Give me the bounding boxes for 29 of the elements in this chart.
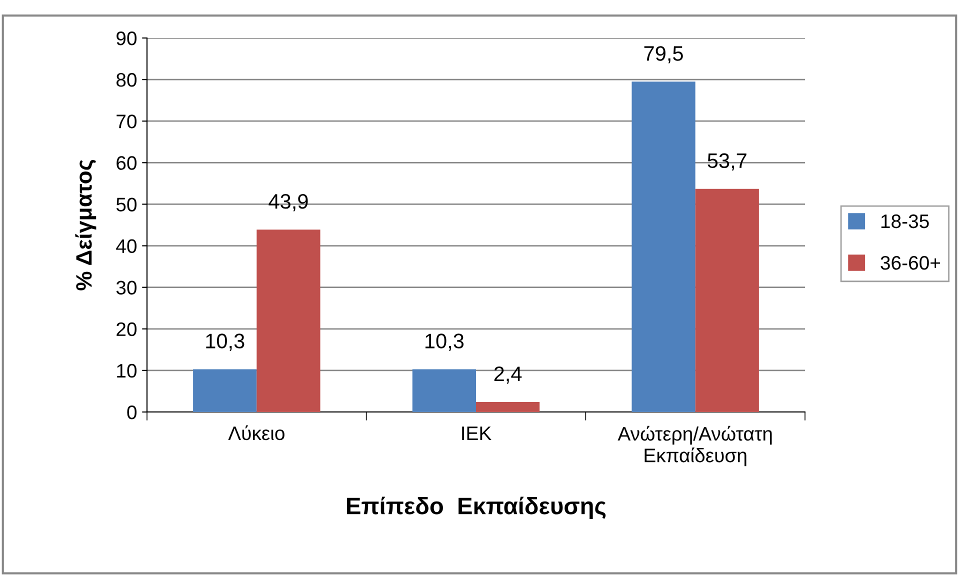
data-label: 2,4 bbox=[494, 366, 522, 384]
legend-label: 18-35 bbox=[881, 214, 929, 228]
x-axis-title: Επίπεδο Εκπαίδευσης bbox=[347, 496, 606, 519]
y-tick-label: 70 bbox=[116, 114, 137, 128]
bar bbox=[695, 188, 759, 412]
bar bbox=[412, 369, 476, 412]
data-label: 53,7 bbox=[708, 153, 746, 171]
data-label: 10,3 bbox=[426, 334, 464, 351]
y-tick-label: 10 bbox=[117, 364, 137, 378]
x-tick-label: Λύκειο bbox=[228, 425, 284, 440]
bar bbox=[476, 402, 540, 412]
data-label: 10,3 bbox=[206, 334, 244, 351]
y-tick-label: 0 bbox=[127, 405, 137, 420]
bar bbox=[193, 369, 257, 412]
y-tick-label: 20 bbox=[116, 322, 137, 336]
x-tick-label: ΙΕΚ bbox=[462, 426, 492, 440]
bar bbox=[256, 230, 320, 412]
data-label: 43,9 bbox=[268, 194, 308, 212]
y-tick-label: 40 bbox=[116, 239, 137, 254]
bar bbox=[632, 82, 696, 412]
y-tick-label: 30 bbox=[116, 280, 137, 295]
y-tick-label: 50 bbox=[116, 198, 137, 212]
legend-label: 36-60+ bbox=[880, 256, 940, 270]
y-tick-label: 60 bbox=[116, 156, 137, 170]
y-tick-label: 90 bbox=[116, 31, 137, 46]
x-tick-label: Ανώτερη/Ανώτατη Εκπαίδευση bbox=[618, 426, 772, 466]
y-tick-label: 80 bbox=[116, 73, 137, 87]
data-label: 79,5 bbox=[644, 46, 683, 64]
y-axis-title: % Δείγματος bbox=[75, 160, 96, 290]
